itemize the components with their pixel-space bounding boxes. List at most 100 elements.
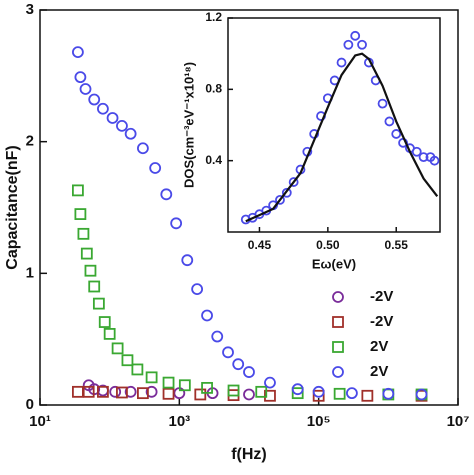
y-tick-label: 0.4 — [205, 153, 222, 167]
y-tick-label: 3 — [26, 1, 34, 18]
data-point — [288, 177, 299, 187]
data-point — [106, 112, 119, 124]
x-tick-label: 0.55 — [385, 238, 409, 252]
data-point — [391, 129, 402, 139]
data-point — [137, 142, 149, 155]
data-point — [181, 254, 194, 267]
x-tick-label: 10³ — [168, 413, 190, 430]
legend-marker — [332, 341, 344, 353]
x-tick-label: 10⁷ — [447, 413, 470, 430]
data-point — [160, 188, 173, 201]
data-point — [77, 227, 90, 240]
data-point — [194, 388, 207, 401]
data-point — [116, 119, 128, 132]
data-point — [145, 385, 158, 398]
data-point — [264, 389, 276, 402]
data-point — [377, 98, 388, 109]
data-point — [79, 83, 92, 95]
data-point — [145, 371, 158, 384]
data-point — [384, 116, 395, 127]
data-point — [72, 46, 84, 59]
data-point — [418, 152, 429, 163]
data-point — [72, 184, 84, 197]
data-point — [121, 354, 134, 367]
legend-label: 2V — [370, 363, 388, 380]
data-point — [243, 366, 255, 378]
data-point — [88, 93, 101, 106]
data-point — [97, 102, 109, 115]
data-point — [429, 155, 440, 166]
y-axis-label: DOS(cm⁻³eV⁻¹x10¹⁸) — [181, 62, 196, 188]
data-point — [92, 297, 105, 310]
data-point — [275, 194, 285, 205]
data-point — [227, 384, 240, 397]
x-tick-label: 0.50 — [316, 238, 340, 252]
data-point — [74, 71, 87, 84]
data-point — [350, 30, 361, 41]
data-point — [103, 327, 116, 340]
data-point — [88, 280, 101, 293]
data-point — [162, 376, 175, 389]
data-point — [382, 387, 395, 400]
y-axis-label: Capacitance(nF) — [4, 145, 21, 269]
x-axis-label: Eω(eV) — [312, 256, 356, 271]
data-point — [291, 387, 304, 400]
y-tick-label: 0.8 — [205, 82, 222, 96]
data-point — [291, 383, 304, 396]
data-point — [124, 127, 137, 140]
data-point — [191, 283, 204, 296]
legend-marker — [332, 316, 344, 328]
data-point — [116, 386, 128, 399]
x-tick-label: 10⁵ — [307, 413, 331, 430]
data-point — [281, 187, 292, 198]
x-tick-label: 0.45 — [248, 238, 272, 252]
data-point — [411, 146, 422, 157]
data-point — [178, 379, 191, 392]
data-point — [201, 309, 213, 322]
data-point — [137, 387, 149, 400]
data-point — [98, 316, 111, 328]
data-point — [346, 387, 358, 400]
data-point — [243, 388, 255, 401]
data-point — [131, 363, 144, 376]
fit-line — [245, 52, 439, 223]
y-tick-label: 0 — [26, 396, 34, 413]
data-point — [109, 385, 122, 398]
data-point — [312, 385, 325, 398]
data-point — [264, 376, 276, 389]
data-point — [357, 39, 367, 50]
data-point — [84, 264, 97, 277]
data-point — [336, 57, 347, 68]
data-point — [211, 330, 224, 343]
legend-marker — [332, 366, 344, 378]
data-point — [124, 385, 137, 398]
y-tick-label: 1.2 — [205, 10, 222, 24]
data-point — [111, 342, 124, 355]
data-point — [255, 385, 268, 398]
data-point — [361, 389, 374, 402]
legend-label: -2V — [370, 288, 393, 305]
data-point — [97, 385, 109, 398]
data-point — [201, 381, 213, 394]
legend-marker — [332, 291, 344, 303]
y-tick-label: 2 — [26, 133, 34, 150]
data-point — [312, 389, 325, 402]
y-tick-label: 1 — [26, 264, 34, 281]
data-point — [80, 247, 93, 260]
data-point — [170, 217, 183, 230]
data-point — [74, 208, 87, 220]
data-point — [415, 388, 428, 401]
legend-label: -2V — [370, 313, 393, 330]
data-point — [343, 39, 354, 50]
x-tick-label: 10¹ — [29, 413, 51, 430]
data-point — [149, 162, 162, 174]
plot-area — [227, 17, 441, 233]
x-axis-label: f(Hz) — [231, 446, 267, 463]
data-point — [82, 385, 95, 398]
data-point — [222, 346, 234, 359]
data-point — [232, 358, 245, 371]
data-point — [162, 387, 175, 400]
data-point — [333, 387, 346, 400]
legend-label: 2V — [370, 338, 388, 355]
